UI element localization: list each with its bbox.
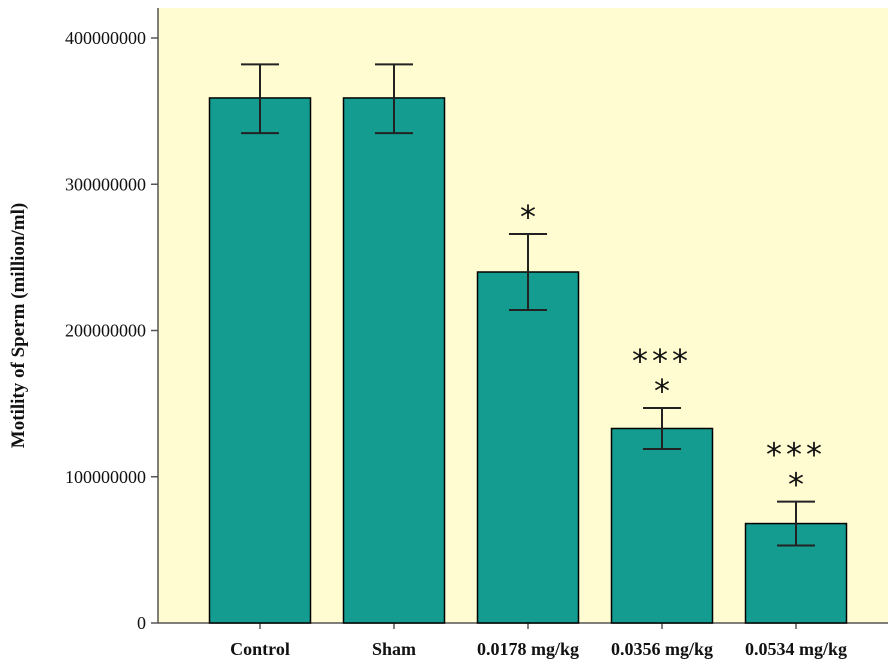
- error-bars-group: [241, 63, 815, 547]
- y-tick-label: 0: [137, 613, 146, 633]
- significance-marker: ***: [632, 342, 692, 380]
- bar: [208, 97, 312, 624]
- x-tick-label: Sham: [372, 639, 416, 659]
- bar: [610, 427, 714, 624]
- y-axis-title: Motility of Sperm (million/ml): [8, 203, 29, 448]
- bar: [342, 97, 446, 624]
- x-tick-label: Control: [230, 639, 290, 659]
- significance-marker: *: [788, 466, 804, 504]
- significance-marker: *: [520, 198, 536, 236]
- y-tick-label: 300000000: [65, 174, 146, 194]
- bar: [476, 271, 580, 624]
- significance-markers-group: *********: [520, 198, 826, 504]
- y-tick-label: 200000000: [65, 321, 146, 341]
- significance-marker: *: [654, 372, 670, 410]
- x-tick-label: 0.0178 mg/kg: [477, 639, 579, 659]
- x-tick-label: 0.0356 mg/kg: [611, 639, 713, 659]
- bars-group: [208, 97, 848, 624]
- y-tick-label: 100000000: [65, 467, 146, 487]
- x-axis: Control Sham 0.0178 mg/kg 0.0356 mg/kg 0.053…: [158, 622, 888, 659]
- x-tick-label: 0.0534 mg/kg: [745, 639, 847, 659]
- y-axis: 0 100000000 200000000 300000000 400000000: [65, 8, 159, 633]
- significance-marker: ***: [766, 436, 826, 474]
- y-tick-label: 400000000: [65, 28, 146, 48]
